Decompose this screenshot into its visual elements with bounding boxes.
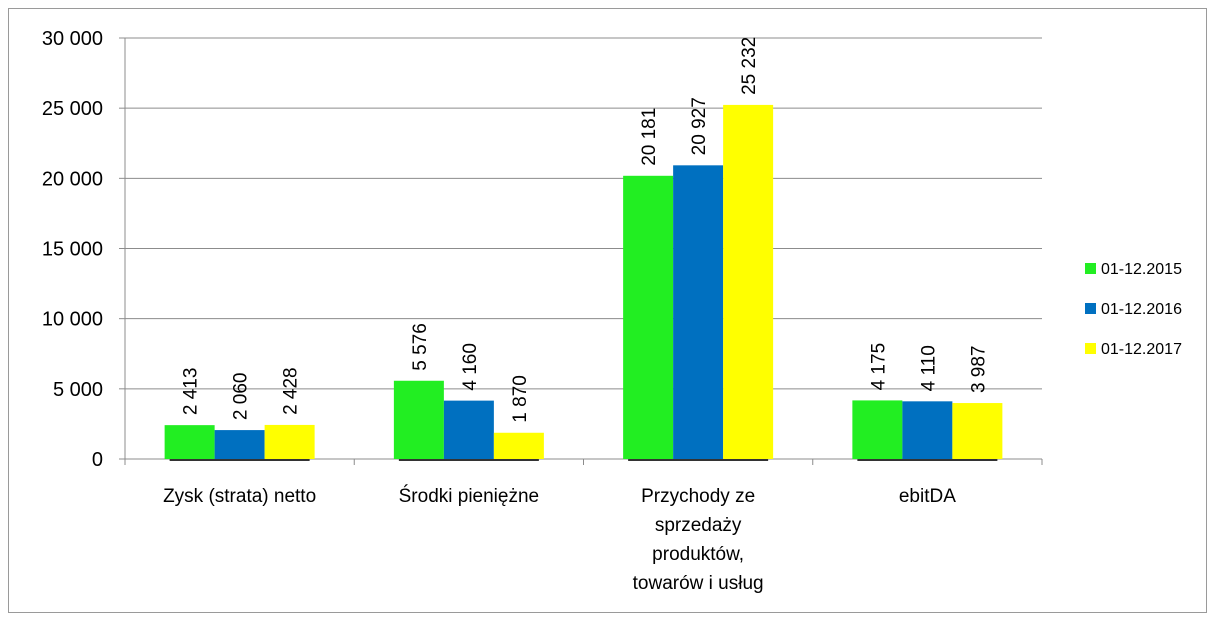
bar bbox=[264, 424, 315, 459]
data-label: 1 870 bbox=[510, 375, 531, 423]
data-label: 4 175 bbox=[868, 343, 889, 391]
data-label: 4 110 bbox=[918, 345, 939, 391]
data-label: 2 413 bbox=[181, 368, 202, 416]
y-tick-label: 20 000 bbox=[42, 168, 103, 190]
bar bbox=[902, 401, 953, 459]
data-label: 20 181 bbox=[639, 108, 660, 166]
data-label: 25 232 bbox=[739, 37, 760, 95]
chart-frame bbox=[8, 8, 1207, 613]
y-tick-label: 15 000 bbox=[42, 239, 103, 261]
category-label: Środki pieniężne bbox=[399, 485, 539, 507]
bar bbox=[393, 380, 444, 459]
bar bbox=[214, 430, 265, 459]
data-label: 4 160 bbox=[460, 343, 481, 391]
category-label: ebitDA bbox=[899, 486, 956, 507]
y-tick-label: 0 bbox=[92, 449, 103, 471]
legend-label: 01-12.2016 bbox=[1101, 301, 1182, 318]
bar bbox=[723, 104, 774, 459]
data-label: 2 428 bbox=[281, 367, 302, 415]
category-label: Przychody ze bbox=[641, 486, 755, 507]
bar bbox=[952, 403, 1003, 459]
bar bbox=[443, 400, 494, 459]
category-label: Zysk (strata) netto bbox=[163, 486, 316, 507]
legend-label: 01-12.2017 bbox=[1101, 341, 1182, 358]
legend-swatch bbox=[1085, 303, 1096, 314]
y-tick-label: 5 000 bbox=[53, 379, 103, 401]
category-label: towarów i usług bbox=[633, 573, 764, 594]
data-label: 20 927 bbox=[689, 97, 710, 155]
y-tick-label: 10 000 bbox=[42, 309, 103, 331]
category-label: produktów, bbox=[652, 544, 744, 565]
bar bbox=[673, 165, 724, 459]
bar bbox=[623, 175, 674, 459]
data-label: 3 987 bbox=[968, 346, 989, 394]
legend-swatch bbox=[1085, 343, 1096, 354]
y-tick-label: 30 000 bbox=[42, 28, 103, 50]
data-label: 5 576 bbox=[410, 323, 431, 371]
bar bbox=[852, 400, 903, 459]
y-tick-label: 25 000 bbox=[42, 98, 103, 120]
bar bbox=[164, 425, 215, 459]
data-label: 2 060 bbox=[231, 373, 252, 421]
bar bbox=[493, 432, 544, 459]
legend-label: 01-12.2015 bbox=[1101, 261, 1182, 278]
legend-swatch bbox=[1085, 263, 1096, 274]
category-label: sprzedaży bbox=[655, 515, 742, 536]
